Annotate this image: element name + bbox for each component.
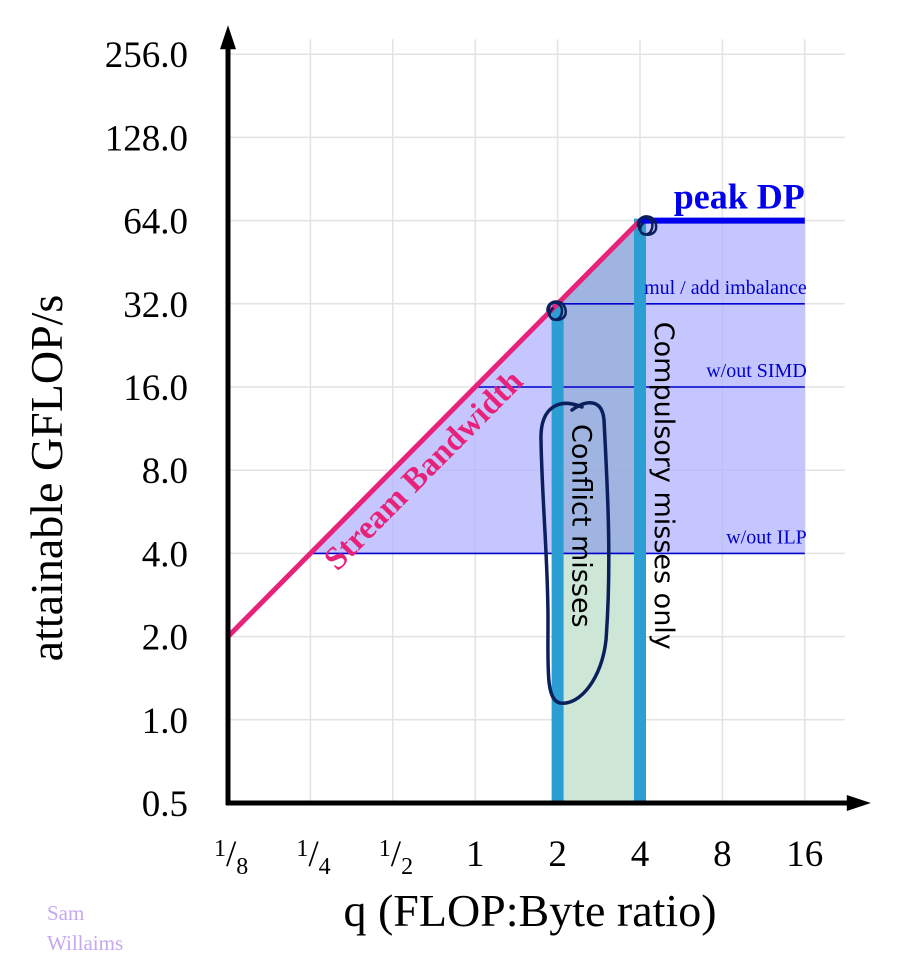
- conflict-loop-annotation: [539, 401, 611, 705]
- y-axis-title: attainable GFLOP/s: [21, 295, 72, 662]
- ceiling-label-3: w/out ILP: [726, 526, 807, 548]
- x-tick-label: 1/4: [296, 834, 330, 880]
- y-tick-label: 16.0: [123, 368, 188, 409]
- author-credit-line-2: Willaims: [47, 931, 124, 955]
- x-tick-label: 16: [786, 834, 823, 875]
- x-tick-label: 8: [713, 834, 732, 875]
- author-credit-line-1: Sam: [47, 901, 85, 925]
- compulsory-misses-label: Compulsory misses only: [648, 322, 679, 650]
- conflict-misses-label: Conflict misses: [566, 424, 597, 628]
- x-tick-label: 1/8: [214, 834, 248, 880]
- axes: [220, 25, 871, 811]
- compulsory-region-fill: [557, 553, 640, 803]
- ceiling-label-2: w/out SIMD: [706, 360, 807, 382]
- y-tick-label: 64.0: [123, 202, 188, 243]
- y-tick-label: 1.0: [142, 701, 188, 742]
- peak-roof-label: peak DP: [674, 177, 805, 217]
- y-axis-arrow: [220, 25, 236, 50]
- x-axis-title: q (FLOP:Byte ratio): [343, 885, 716, 936]
- x-tick-label: 2: [548, 834, 567, 875]
- y-tick-label: 2.0: [142, 618, 188, 659]
- handwritten-annotations: [539, 215, 658, 705]
- y-tick-label: 4.0: [142, 534, 188, 575]
- x-axis-arrow: [846, 795, 871, 811]
- author-credit: Sam Willaims: [47, 898, 123, 958]
- ceiling-label-1: mul / add imbalance: [644, 277, 807, 299]
- x-tick-label: 1/2: [379, 834, 413, 880]
- x-tick-label: 1: [466, 834, 485, 875]
- y-tick-label: 8.0: [142, 451, 188, 492]
- roofs: [226, 217, 805, 639]
- bandwidth-roof-line: [226, 218, 642, 639]
- y-tick-label: 32.0: [123, 285, 188, 326]
- scribble-mark-32: [546, 300, 567, 322]
- scribble-mark-64: [636, 215, 658, 236]
- y-tick-label: 256.0: [105, 35, 188, 76]
- intensity-walls: [551, 218, 646, 803]
- y-tick-label: 128.0: [105, 118, 188, 159]
- x-tick-label: 4: [631, 834, 650, 875]
- y-tick-label: 0.5: [142, 784, 188, 825]
